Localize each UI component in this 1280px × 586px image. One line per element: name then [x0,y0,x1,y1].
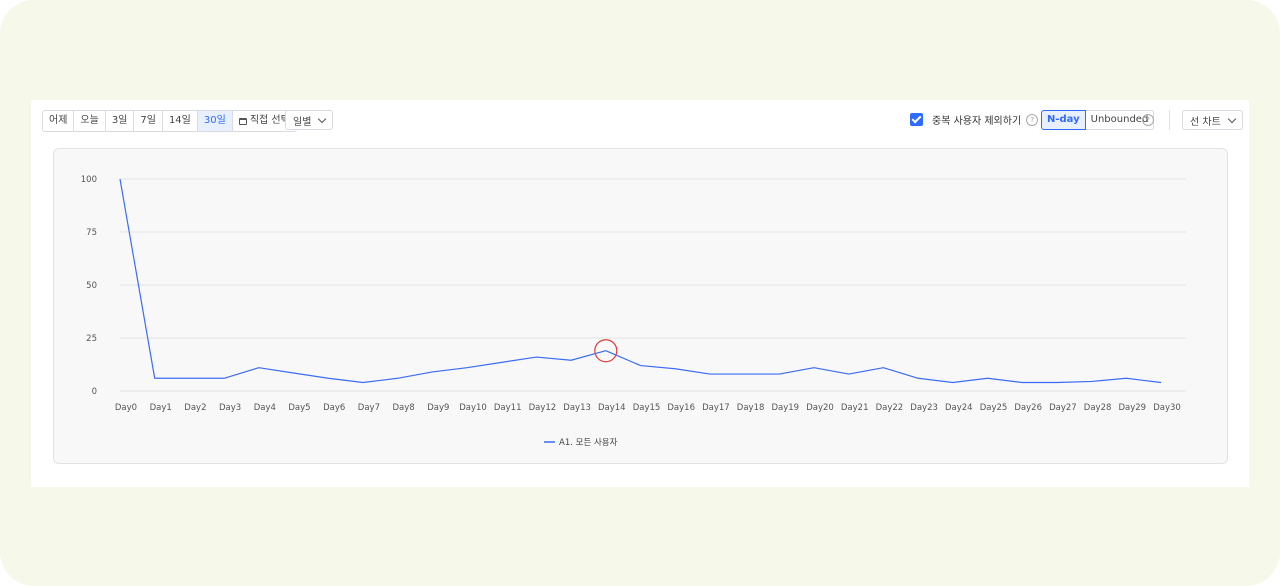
toolbar: 어제 오늘 3일 7일 14일 30일 직접 선택 일별 중복 사용자 제외하기… [31,100,1249,140]
x-tick-label-day10: Day10 [459,403,487,413]
toolbar-divider [1169,110,1170,130]
x-tick-label-day12: Day12 [529,403,557,413]
x-tick-label-day30: Day30 [1153,403,1181,413]
mode-nday-button[interactable]: N-day [1041,110,1086,130]
data-point-day20 [813,366,815,368]
data-point-day15 [639,364,641,366]
y-tick-label-25: 25 [86,334,97,344]
x-tick-label-day3: Day3 [219,403,241,413]
x-tick-label-day7: Day7 [358,403,380,413]
range-14-days[interactable]: 14일 [163,111,198,131]
data-point-day7 [362,381,364,383]
data-point-day19 [778,373,780,375]
custom-range-button[interactable]: 직접 선택 [233,111,296,131]
data-point-day8 [396,377,398,379]
series-line-0 [119,178,1162,384]
x-tick-label-day16: Day16 [667,403,695,413]
y-tick-label-0: 0 [92,387,97,397]
data-point-day0 [119,178,121,180]
x-tick-label-day23: Day23 [910,403,938,413]
range-3-days[interactable]: 3일 [106,111,135,131]
range-today[interactable]: 오늘 [74,111,106,131]
interval-label: 일별 [293,116,312,128]
date-range-selector: 어제 오늘 3일 7일 14일 30일 직접 선택 [42,110,297,132]
x-tick-label-day22: Day22 [876,403,904,413]
data-point-day6 [327,377,329,379]
data-point-day25 [986,377,988,379]
x-tick-label-day28: Day28 [1084,403,1112,413]
x-tick-label-day11: Day11 [494,403,522,413]
x-tick-label-day9: Day9 [427,403,449,413]
data-point-day17 [709,373,711,375]
x-tick-label-day27: Day27 [1049,403,1077,413]
range-30-days[interactable]: 30일 [197,111,233,131]
data-point-day9 [431,371,433,373]
help-icon[interactable]: ? [1026,113,1039,126]
x-tick-label-day25: Day25 [980,403,1008,413]
x-tick-label-day29: Day29 [1118,403,1146,413]
data-point-day5 [292,372,294,374]
x-tick-label-day1: Day1 [150,403,172,413]
mode-help-icon[interactable]: ? [1142,114,1154,126]
range-7-days[interactable]: 7일 [134,111,163,131]
chevron-down-icon [1227,114,1237,123]
x-tick-label-day20: Day20 [806,403,834,413]
x-tick-label-day5: Day5 [288,403,310,413]
x-tick-label-day4: Day4 [254,403,276,413]
data-point-day11 [501,361,503,363]
y-tick-label-75: 75 [86,228,97,238]
data-point-day12 [535,356,537,358]
data-point-day23 [917,377,919,379]
data-point-day3 [223,377,225,379]
x-tick-label-day26: Day26 [1014,403,1042,413]
data-point-day18 [743,373,745,375]
chart-container: 0 25 50 75 100 Day0 Day1 Day2 Day3 Day4 Day5 Day6 Da… [53,148,1228,464]
data-point-day10 [466,366,468,368]
x-tick-label-day18: Day18 [737,403,765,413]
chart-type-label: 선 차트 [1190,116,1221,128]
exclude-duplicates-toggle: 중복 사용자 제외하기 ? [910,112,1039,127]
range-yesterday[interactable]: 어제 [43,111,75,131]
data-point-day13 [570,359,572,361]
data-point-day14 [605,350,607,352]
x-tick-label-day21: Day21 [841,403,869,413]
data-point-day30 [1160,381,1162,383]
data-point-day24 [952,381,954,383]
legend-label: A1. 모든 사용자 [559,438,618,448]
data-point-day28 [1090,380,1092,382]
y-tick-label-100: 100 [81,175,97,185]
interval-dropdown[interactable]: 일별 [285,110,334,130]
data-point-day16 [674,368,676,370]
data-point-day2 [188,377,190,379]
highlight-circle [594,339,618,363]
data-point-day26 [1021,381,1023,383]
analytics-panel: 어제 오늘 3일 7일 14일 30일 직접 선택 일별 중복 사용자 제외하기… [31,100,1249,487]
exclude-duplicates-label: 중복 사용자 제외하기 [932,116,1022,127]
x-tick-label-day0: Day0 [115,403,137,413]
data-point-day4 [258,366,260,368]
exclude-duplicates-checkbox[interactable] [910,113,923,126]
data-point-day21 [848,373,850,375]
x-tick-label-day6: Day6 [323,403,345,413]
x-tick-label-day17: Day17 [702,403,730,413]
x-tick-label-day24: Day24 [945,403,973,413]
x-tick-label-day13: Day13 [563,403,591,413]
x-tick-label-day2: Day2 [184,403,206,413]
retention-mode-selector: N-day Unbounded [1041,110,1155,130]
data-point-day27 [1056,381,1058,383]
x-tick-label-day15: Day15 [633,403,661,413]
chevron-down-icon [318,114,327,123]
data-point-day1 [154,377,156,379]
custom-range-label: 직접 선택 [249,115,290,126]
x-tick-label-day8: Day8 [392,403,414,413]
calendar-icon [238,117,247,125]
x-tick-label-day19: Day19 [771,403,799,413]
data-point-day22 [882,366,884,368]
retention-line-chart: 0 25 50 75 100 Day0 Day1 Day2 Day3 Day4 Day5 Day6 Da… [81,175,1186,448]
data-point-day29 [1125,377,1127,379]
y-tick-label-50: 50 [86,281,97,291]
chart-type-dropdown[interactable]: 선 차트 [1182,110,1243,130]
x-tick-label-day14: Day14 [598,403,626,413]
